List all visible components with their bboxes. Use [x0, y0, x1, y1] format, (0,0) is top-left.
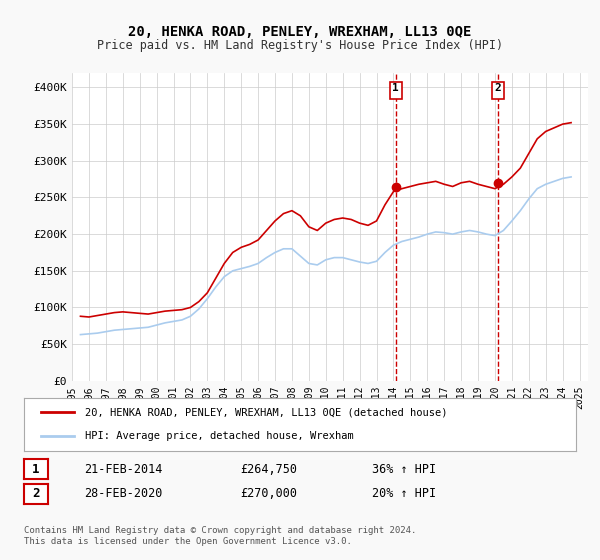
- Text: Price paid vs. HM Land Registry's House Price Index (HPI): Price paid vs. HM Land Registry's House …: [97, 39, 503, 52]
- Text: 1: 1: [32, 463, 40, 476]
- Text: 1: 1: [392, 82, 399, 92]
- FancyBboxPatch shape: [492, 82, 503, 99]
- Text: £264,750: £264,750: [240, 463, 297, 476]
- Text: 21-FEB-2014: 21-FEB-2014: [84, 463, 163, 476]
- FancyBboxPatch shape: [390, 82, 401, 99]
- Text: 28-FEB-2020: 28-FEB-2020: [84, 487, 163, 501]
- Text: 36% ↑ HPI: 36% ↑ HPI: [372, 463, 436, 476]
- Text: 20% ↑ HPI: 20% ↑ HPI: [372, 487, 436, 501]
- Text: 20, HENKA ROAD, PENLEY, WREXHAM, LL13 0QE (detached house): 20, HENKA ROAD, PENLEY, WREXHAM, LL13 0Q…: [85, 408, 447, 418]
- Text: Contains HM Land Registry data © Crown copyright and database right 2024.
This d: Contains HM Land Registry data © Crown c…: [24, 526, 416, 546]
- Text: 2: 2: [494, 82, 501, 92]
- Text: 2: 2: [32, 487, 40, 501]
- Text: HPI: Average price, detached house, Wrexham: HPI: Average price, detached house, Wrex…: [85, 431, 353, 441]
- Text: 20, HENKA ROAD, PENLEY, WREXHAM, LL13 0QE: 20, HENKA ROAD, PENLEY, WREXHAM, LL13 0Q…: [128, 25, 472, 39]
- Text: £270,000: £270,000: [240, 487, 297, 501]
